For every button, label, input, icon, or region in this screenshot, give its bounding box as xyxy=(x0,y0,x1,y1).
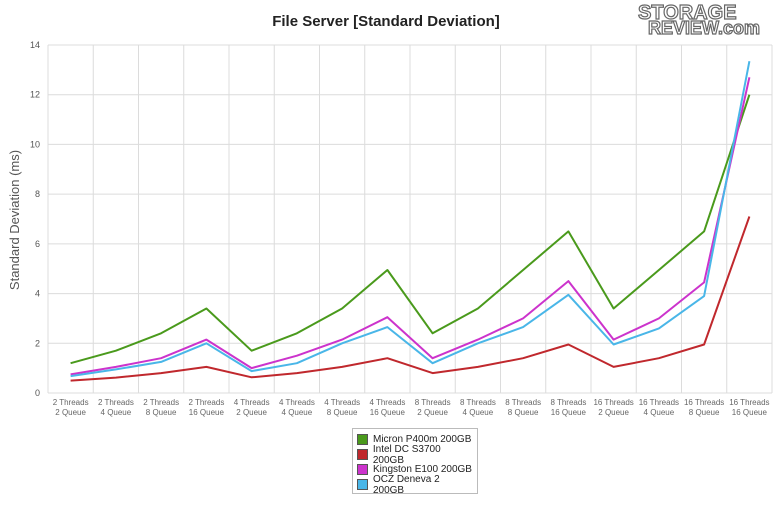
y-tick-label: 10 xyxy=(30,139,40,149)
x-tick-label: 2 Threads 4 Queue xyxy=(98,398,134,417)
x-tick-label: 2 Threads 2 Queue xyxy=(53,398,89,417)
chart-legend: Micron P400m 200GB Intel DC S3700 200GB … xyxy=(352,428,478,496)
legend-item-intel: Intel DC S3700 200GB xyxy=(357,444,473,466)
legend-swatch-ocz xyxy=(357,479,368,490)
legend-swatch-micron xyxy=(357,434,368,445)
y-tick-label: 4 xyxy=(35,289,40,299)
x-tick-label: 4 Threads 4 Queue xyxy=(279,398,315,417)
x-axis-ticks: 2 Threads 2 Queue 2 Threads 4 Queue 2 Thread… xyxy=(53,398,770,417)
x-tick-label: 8 Threads 16 Queue xyxy=(550,398,586,417)
y-tick-label: 2 xyxy=(35,338,40,348)
x-tick-label: 4 Threads 16 Queue xyxy=(369,398,405,417)
x-tick-label: 16 Threads 8 Queue xyxy=(684,398,724,417)
logo-line-1: STORAGE xyxy=(637,1,737,24)
y-axis-ticks: 0 2 4 6 8 10 12 14 xyxy=(30,40,40,398)
x-tick-label: 16 Threads 4 Queue xyxy=(639,398,679,417)
x-tick-label: 8 Threads 8 Queue xyxy=(505,398,541,417)
x-tick-label: 16 Threads 16 Queue xyxy=(729,398,769,417)
x-tick-label: 16 Threads 2 Queue xyxy=(593,398,633,417)
grid-lines xyxy=(47,44,773,394)
y-tick-label: 14 xyxy=(30,40,40,50)
y-tick-label: 6 xyxy=(35,239,40,249)
legend-swatch-intel xyxy=(357,449,368,460)
legend-label-kingston: Kingston E100 200GB xyxy=(373,464,472,475)
series-line xyxy=(70,94,751,365)
legend-label-intel: Intel DC S3700 200GB xyxy=(372,443,441,466)
y-axis-label: Standard Deviation (ms) xyxy=(7,150,22,290)
y-tick-label: 8 xyxy=(35,189,40,199)
x-tick-label: 4 Threads 8 Queue xyxy=(324,398,360,417)
series-line xyxy=(70,77,751,376)
chart-title: File Server [Standard Deviation] xyxy=(272,13,500,30)
y-tick-label: 12 xyxy=(30,90,40,100)
legend-label-ocz: OCZ Deneva 2 200GB xyxy=(372,473,440,496)
legend-item-micron: Micron P400m 200GB xyxy=(357,432,473,447)
legend-item-ocz: OCZ Deneva 2 200GB xyxy=(357,474,473,496)
x-tick-label: 2 Threads 16 Queue xyxy=(188,398,224,417)
logo-line-2: REVIEW.com xyxy=(647,17,761,38)
storagereview-logo: STORAGE REVIEW.com xyxy=(634,1,768,38)
legend-label-micron: Micron P400m 200GB xyxy=(373,434,472,445)
legend-swatch-kingston xyxy=(357,464,368,475)
x-tick-label: 8 Threads 4 Queue xyxy=(460,398,496,417)
series-line xyxy=(70,216,751,382)
legend-item-kingston: Kingston E100 200GB xyxy=(357,462,473,477)
y-tick-label: 0 xyxy=(35,388,40,398)
series-lines xyxy=(70,61,751,382)
x-tick-label: 4 Threads 2 Queue xyxy=(234,398,270,417)
x-tick-label: 2 Threads 8 Queue xyxy=(143,398,179,417)
series-line xyxy=(70,61,751,378)
x-tick-label: 8 Threads 2 Queue xyxy=(415,398,451,417)
